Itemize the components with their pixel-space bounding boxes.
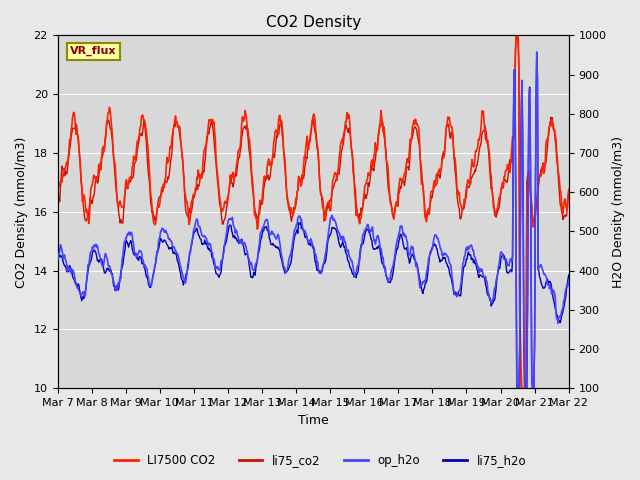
Legend: LI7500 CO2, li75_co2, op_h2o, li75_h2o: LI7500 CO2, li75_co2, op_h2o, li75_h2o bbox=[109, 449, 531, 472]
Y-axis label: CO2 Density (mmol/m3): CO2 Density (mmol/m3) bbox=[15, 136, 28, 288]
Y-axis label: H2O Density (mmol/m3): H2O Density (mmol/m3) bbox=[612, 136, 625, 288]
Text: VR_flux: VR_flux bbox=[70, 46, 117, 56]
Title: CO2 Density: CO2 Density bbox=[266, 15, 361, 30]
X-axis label: Time: Time bbox=[298, 414, 328, 427]
